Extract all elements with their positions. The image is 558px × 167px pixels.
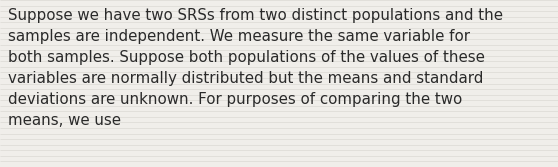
Text: Suppose we have two SRSs from two distinct populations and the
samples are indep: Suppose we have two SRSs from two distin… <box>8 8 503 128</box>
